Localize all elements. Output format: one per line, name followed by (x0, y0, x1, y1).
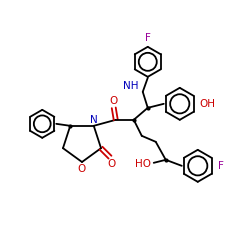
Text: O: O (107, 159, 115, 169)
Text: N: N (90, 115, 98, 125)
Text: OH: OH (200, 99, 216, 109)
Text: O: O (78, 164, 86, 174)
Text: HO: HO (135, 159, 151, 169)
Text: NH: NH (123, 81, 139, 91)
Text: F: F (218, 161, 224, 171)
Text: O: O (110, 96, 118, 106)
Text: F: F (145, 33, 151, 43)
